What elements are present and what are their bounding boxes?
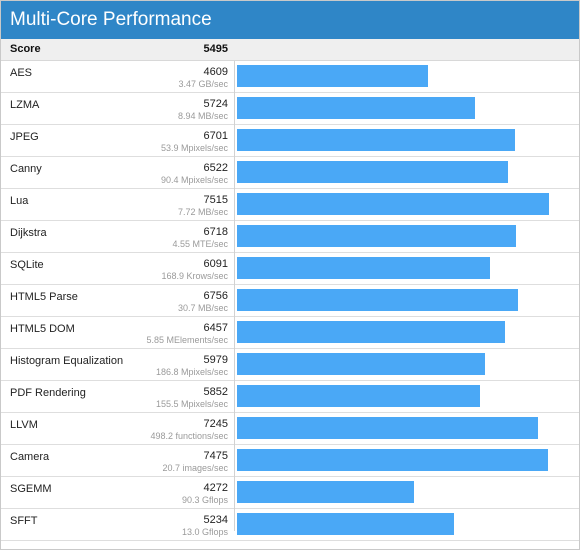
benchmark-name: AES xyxy=(10,67,33,79)
benchmark-rate: 30.7 MB/sec xyxy=(177,303,228,313)
benchmark-bar xyxy=(237,449,548,471)
benchmark-score: 6522 xyxy=(203,162,228,174)
benchmark-score: 6091 xyxy=(203,258,228,270)
benchmark-bar xyxy=(237,193,549,215)
benchmark-rate: 4.55 MTE/sec xyxy=(172,239,228,249)
benchmark-score: 4609 xyxy=(203,66,228,78)
benchmark-name: HTML5 Parse xyxy=(10,291,78,303)
chart-title: Multi-Core Performance xyxy=(1,1,579,39)
benchmark-row: PDF Rendering 5852 155.5 Mpixels/sec xyxy=(1,381,579,413)
benchmark-score: 7475 xyxy=(203,450,228,462)
benchmark-bar xyxy=(237,225,516,247)
benchmark-name: Camera xyxy=(10,451,50,463)
benchmark-bar xyxy=(237,161,508,183)
benchmark-bar xyxy=(237,353,485,375)
benchmark-bar xyxy=(237,129,515,151)
benchmark-bar xyxy=(237,385,480,407)
benchmark-name: SQLite xyxy=(10,259,44,271)
benchmark-name: Histogram Equalization xyxy=(10,355,124,367)
benchmark-rate: 90.4 Mpixels/sec xyxy=(160,175,228,185)
benchmark-rate: 155.5 Mpixels/sec xyxy=(155,399,228,409)
benchmark-name: HTML5 DOM xyxy=(10,323,75,335)
benchmark-name: SFFT xyxy=(10,515,38,527)
benchmark-row: HTML5 Parse 6756 30.7 MB/sec xyxy=(1,285,579,317)
benchmark-rate: 168.9 Krows/sec xyxy=(161,271,228,281)
benchmark-row: HTML5 DOM 6457 5.85 MElements/sec xyxy=(1,317,579,349)
benchmark-score: 6701 xyxy=(203,130,228,142)
benchmark-row: LLVM 7245 498.2 functions/sec xyxy=(1,413,579,445)
benchmark-name: SGEMM xyxy=(10,483,52,495)
benchmark-rate: 5.85 MElements/sec xyxy=(146,335,228,345)
benchmark-row: Camera 7475 20.7 images/sec xyxy=(1,445,579,477)
benchmark-row: Canny 6522 90.4 Mpixels/sec xyxy=(1,157,579,189)
benchmark-score: 4272 xyxy=(203,482,228,494)
benchmark-name: LZMA xyxy=(10,99,40,111)
benchmark-score: 5724 xyxy=(203,98,228,110)
benchmark-score: 5852 xyxy=(203,386,228,398)
benchmark-row: SQLite 6091 168.9 Krows/sec xyxy=(1,253,579,285)
axis-line xyxy=(234,61,235,531)
score-row: Score 5495 xyxy=(1,39,579,61)
benchmark-list: AES 4609 3.47 GB/sec LZMA 5724 8.94 MB/sec JPE… xyxy=(1,61,579,541)
benchmark-bar xyxy=(237,289,518,311)
benchmark-score: 5979 xyxy=(203,354,228,366)
benchmark-name: JPEG xyxy=(10,131,39,143)
benchmark-name: Canny xyxy=(10,163,42,175)
benchmark-rate: 53.9 Mpixels/sec xyxy=(160,143,228,153)
score-value: 5495 xyxy=(203,43,228,55)
benchmark-bar xyxy=(237,321,505,343)
benchmark-name: Dijkstra xyxy=(10,227,47,239)
benchmark-score: 6718 xyxy=(203,226,228,238)
benchmark-row: SFFT 5234 13.0 Gflops xyxy=(1,509,579,541)
benchmark-bar xyxy=(237,97,475,119)
benchmark-row: Dijkstra 6718 4.55 MTE/sec xyxy=(1,221,579,253)
benchmark-bar xyxy=(237,65,428,87)
benchmark-score: 5234 xyxy=(203,514,228,526)
benchmark-rate: 20.7 images/sec xyxy=(162,463,228,473)
benchmark-score: 7515 xyxy=(203,194,228,206)
benchmark-rate: 498.2 functions/sec xyxy=(150,431,228,441)
benchmark-row: Lua 7515 7.72 MB/sec xyxy=(1,189,579,221)
benchmark-row: Histogram Equalization 5979 186.8 Mpixels/… xyxy=(1,349,579,381)
benchmark-rate: 7.72 MB/sec xyxy=(177,207,228,217)
benchmark-rate: 3.47 GB/sec xyxy=(178,79,228,89)
benchmark-rate: 13.0 Gflops xyxy=(181,527,228,537)
benchmark-bar xyxy=(237,257,490,279)
score-label: Score xyxy=(10,43,41,55)
benchmark-rate: 8.94 MB/sec xyxy=(177,111,228,121)
benchmark-row: LZMA 5724 8.94 MB/sec xyxy=(1,93,579,125)
benchmark-bar xyxy=(237,417,538,439)
benchmark-rate: 90.3 Gflops xyxy=(181,495,228,505)
benchmark-name: PDF Rendering xyxy=(10,387,86,399)
benchmark-bar xyxy=(237,481,414,503)
benchmark-score: 6457 xyxy=(203,322,228,334)
benchmark-bar xyxy=(237,513,454,535)
benchmark-rate: 186.8 Mpixels/sec xyxy=(155,367,228,377)
benchmark-row: SGEMM 4272 90.3 Gflops xyxy=(1,477,579,509)
benchmark-row: AES 4609 3.47 GB/sec xyxy=(1,61,579,93)
benchmark-score: 7245 xyxy=(203,418,228,430)
benchmark-name: Lua xyxy=(10,195,29,207)
benchmark-name: LLVM xyxy=(10,419,38,431)
benchmark-row: JPEG 6701 53.9 Mpixels/sec xyxy=(1,125,579,157)
benchmark-score: 6756 xyxy=(203,290,228,302)
